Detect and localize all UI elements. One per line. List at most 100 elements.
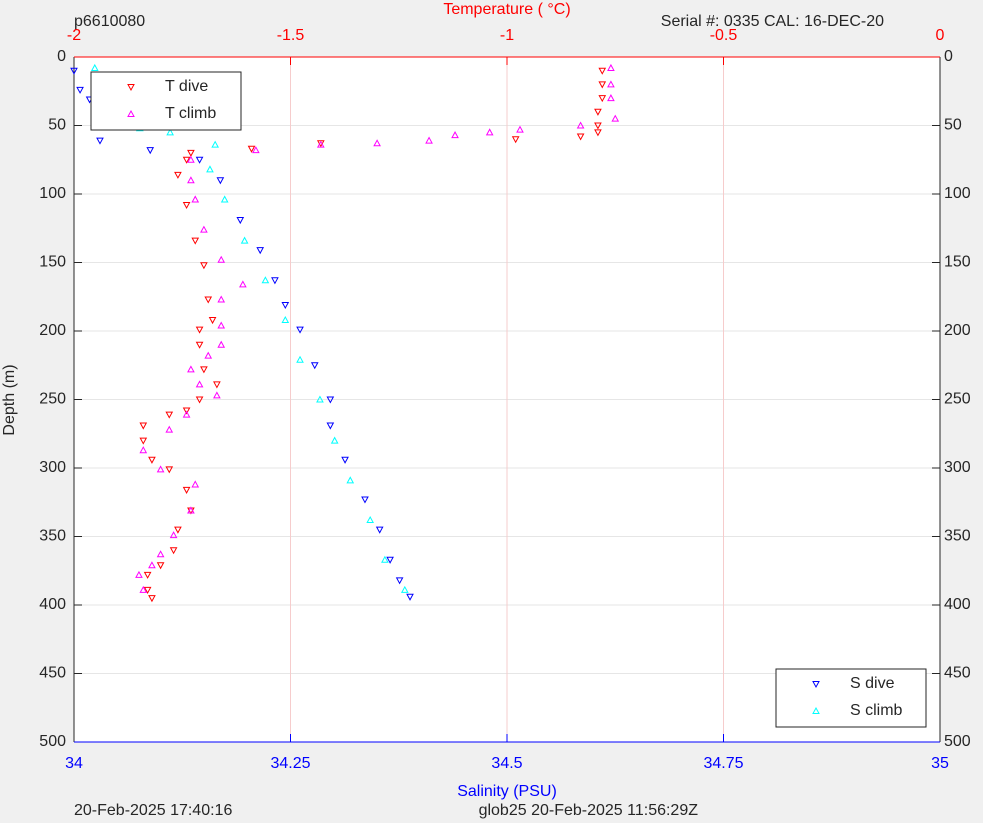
x-tick-label: 34.5: [491, 755, 522, 772]
data-point: [191, 195, 200, 203]
data-point: [146, 147, 155, 155]
legend-marker: [127, 84, 135, 92]
data-point: [281, 315, 290, 324]
y-tick-label: 150: [944, 254, 971, 271]
data-point: [182, 156, 191, 164]
y-tick-label: 350: [944, 528, 971, 545]
data-point: [200, 366, 208, 374]
data-point: [169, 547, 178, 555]
x-tick-label: 35: [931, 755, 949, 772]
data-point: [375, 526, 384, 534]
data-point: [386, 556, 394, 564]
data-point: [425, 136, 433, 144]
x-tick-label: 34.75: [703, 755, 743, 772]
data-point: [90, 63, 99, 71]
data-point: [485, 128, 494, 136]
data-point: [182, 201, 191, 210]
y-tick-label: 350: [39, 528, 66, 545]
data-point: [165, 466, 174, 474]
data-point: [187, 155, 195, 163]
y-axis-label: Depth (m): [1, 364, 18, 435]
data-point: [576, 133, 585, 141]
data-point: [400, 585, 409, 593]
data-point: [195, 326, 204, 334]
data-point: [187, 149, 195, 157]
legend-label: T dive: [165, 78, 208, 95]
x2-tick-label: 0: [936, 27, 945, 44]
y-tick-label: 400: [39, 596, 66, 613]
y-tick-label: 100: [39, 185, 66, 202]
data-point: [165, 425, 174, 433]
data-point: [516, 125, 524, 133]
legend-marker: [812, 681, 820, 689]
y-tick-label: 50: [944, 117, 962, 134]
data-point: [594, 122, 602, 130]
legend-box: [775, 668, 927, 728]
data-point: [217, 295, 226, 303]
data-point: [204, 296, 213, 304]
y-tick-label: 100: [944, 185, 971, 202]
data-point: [217, 340, 226, 348]
data-point: [330, 436, 339, 444]
data-point: [216, 177, 225, 185]
x-tick-label: 34: [65, 755, 83, 772]
data-point: [174, 171, 182, 179]
y-tick-label: 500: [944, 733, 971, 750]
data-point: [271, 277, 279, 285]
data-point: [135, 570, 143, 578]
data-point: [296, 355, 304, 363]
data-point: [576, 121, 585, 129]
data-point: [213, 381, 221, 389]
data-point: [607, 63, 615, 71]
data-point: [174, 526, 182, 534]
legend-box: [90, 71, 242, 131]
data-point: [598, 67, 607, 75]
data-point: [373, 139, 381, 147]
y-tick-label: 300: [944, 459, 971, 476]
data-point: [195, 396, 204, 404]
data-point: [148, 595, 156, 603]
data-point: [598, 81, 607, 89]
data-point: [148, 456, 156, 464]
data-point: [239, 280, 247, 288]
data-point: [139, 437, 148, 445]
data-point: [143, 586, 152, 594]
data-point: [187, 365, 195, 373]
data-point: [594, 129, 602, 137]
data-point: [220, 195, 229, 203]
data-point: [240, 236, 249, 244]
data-point: [326, 396, 335, 404]
data-point: [143, 571, 152, 579]
x-tick-label: 34.25: [270, 755, 310, 772]
data-point: [200, 225, 208, 233]
data-point: [236, 217, 245, 225]
y-tick-label: 450: [39, 665, 66, 682]
data-point: [96, 137, 104, 145]
x2-tick-label: -0.5: [710, 27, 738, 44]
header-left: p6610080: [74, 13, 145, 30]
data-point: [191, 237, 200, 245]
data-point: [451, 131, 459, 139]
data-point: [76, 86, 84, 94]
data-point: [156, 465, 165, 473]
data-point: [182, 410, 191, 418]
data-point: [187, 506, 195, 514]
y-tick-label: 200: [39, 322, 66, 339]
data-point: [366, 516, 375, 524]
data-point: [316, 140, 325, 148]
header-right: Serial #: 0335 CAL: 16-DEC-20: [661, 13, 884, 30]
data-point: [310, 362, 319, 370]
data-point: [341, 456, 349, 464]
data-point: [156, 562, 165, 570]
x2-axis-label: Temperature ( °C): [443, 1, 570, 18]
footer-right: glob25 20-Feb-2025 11:56:29Z: [479, 802, 699, 819]
data-point: [281, 301, 290, 310]
data-point: [70, 67, 78, 75]
x2-tick-label: -2: [67, 27, 81, 44]
data-point: [594, 108, 602, 116]
data-point: [611, 114, 620, 122]
x2-tick-label: -1.5: [277, 27, 305, 44]
data-point: [598, 95, 607, 103]
data-point: [247, 145, 256, 153]
